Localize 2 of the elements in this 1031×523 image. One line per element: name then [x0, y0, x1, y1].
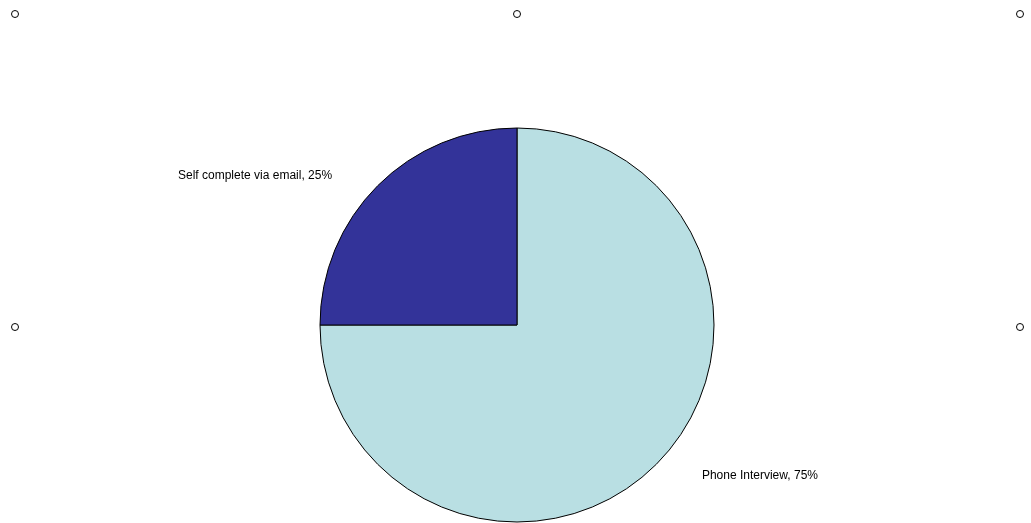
- slice-label: Self complete via email, 25%: [178, 168, 333, 183]
- slice-label: Phone Interview, 75%: [701, 467, 819, 482]
